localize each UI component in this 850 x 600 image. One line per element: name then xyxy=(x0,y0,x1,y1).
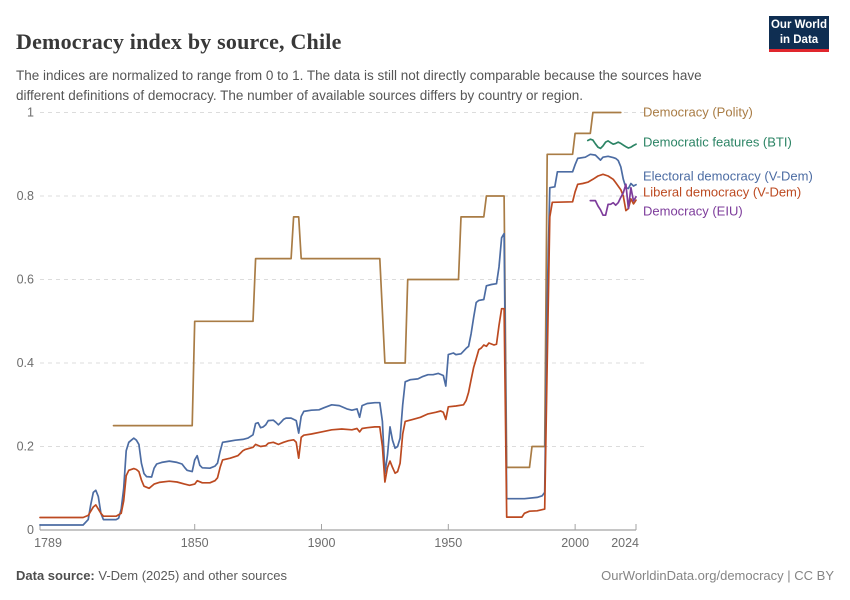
x-axis-tick-label-2024: 2024 xyxy=(611,536,639,550)
legend-label-democracy-polity-: Democracy (Polity) xyxy=(643,105,753,120)
series-line-democracy-polity- xyxy=(112,111,622,469)
legend-label-electoral-democracy-v-dem-: Electoral democracy (V-Dem) xyxy=(643,169,813,184)
y-axis-tick-label-1: 1 xyxy=(27,106,34,120)
data-source-label: Data source: xyxy=(16,568,95,583)
legend-label-democratic-features-bti-: Democratic features (BTI) xyxy=(643,135,792,150)
x-axis-tick-label-1950: 1950 xyxy=(434,536,462,550)
legend-label-democracy-eiu-: Democracy (EIU) xyxy=(643,204,743,219)
x-axis-tick-label-1900: 1900 xyxy=(308,536,336,550)
x-axis-tick-label-1789: 1789 xyxy=(34,536,62,550)
owid-logo-line1: Our World xyxy=(770,19,827,32)
owid-logo: Our World in Data xyxy=(769,16,829,52)
x-axis-tick-label-2000: 2000 xyxy=(561,536,589,550)
y-axis-tick-label-0.4: 0.4 xyxy=(17,356,34,370)
y-axis-tick-label-0.6: 0.6 xyxy=(17,273,34,287)
data-source-text: V-Dem (2025) and other sources xyxy=(94,568,287,583)
y-axis-tick-label-0: 0 xyxy=(27,523,34,537)
y-axis-tick-label-0.8: 0.8 xyxy=(17,189,34,203)
data-source-note: Data source: V-Dem (2025) and other sour… xyxy=(16,568,287,583)
owid-logo-line2: in Data xyxy=(779,33,819,46)
page-title: Democracy index by source, Chile xyxy=(16,28,342,54)
owid-url-license: OurWorldinData.org/democracy | CC BY xyxy=(601,568,834,583)
legend-label-liberal-democracy-v-dem-: Liberal democracy (V-Dem) xyxy=(643,185,801,200)
series-line-democracy-eiu- xyxy=(589,183,637,217)
x-axis-tick-label-1850: 1850 xyxy=(181,536,209,550)
series-line-liberal-democracy-v-dem- xyxy=(39,173,637,519)
series-line-democratic-features-bti- xyxy=(586,138,637,150)
y-axis-tick-label-0.2: 0.2 xyxy=(17,440,34,454)
chart-subtitle: The indices are normalized to range from… xyxy=(16,67,702,103)
